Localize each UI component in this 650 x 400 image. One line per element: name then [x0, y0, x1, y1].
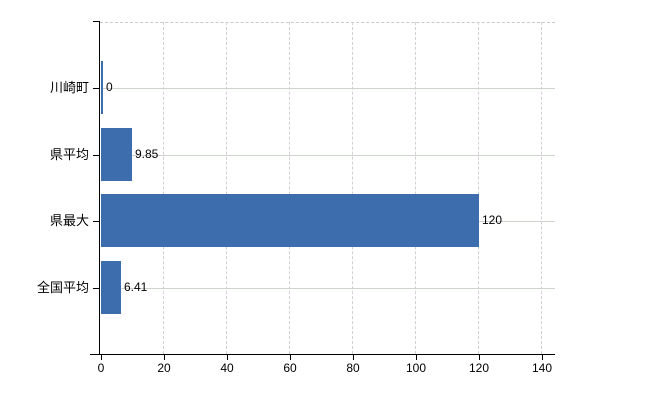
category-label: 県最大	[49, 213, 89, 229]
x-axis-tick	[542, 355, 543, 360]
x-tick-label: 80	[346, 361, 360, 375]
bar	[101, 61, 103, 115]
category-label: 川崎町	[49, 80, 89, 96]
v-gridline	[289, 22, 291, 354]
v-gridline	[163, 22, 165, 354]
y-axis-tick	[93, 154, 100, 156]
value-label: 6.41	[124, 279, 148, 294]
bar	[101, 260, 121, 314]
x-axis-line	[90, 354, 555, 355]
category-label: 全国平均	[36, 279, 89, 295]
bar	[101, 127, 132, 181]
h-gridline	[101, 154, 555, 156]
v-gridline	[541, 22, 543, 354]
x-axis-tick	[290, 355, 291, 360]
x-axis-tick	[227, 355, 228, 360]
category-label: 県平均	[49, 146, 89, 162]
x-tick-label: 0	[97, 361, 105, 375]
v-gridline	[415, 22, 417, 354]
v-gridline	[352, 22, 354, 354]
x-tick-label: 140	[531, 361, 553, 375]
value-label: 0	[106, 80, 113, 95]
h-gridline	[101, 287, 555, 289]
v-gridline	[226, 22, 228, 354]
x-axis-tick	[353, 355, 354, 360]
y-axis-tick	[93, 221, 100, 223]
x-axis-tick	[416, 355, 417, 360]
x-tick-label: 60	[283, 361, 297, 375]
x-tick-label: 100	[405, 361, 427, 375]
value-label: 9.85	[135, 146, 159, 161]
value-label: 120	[482, 213, 503, 228]
y-axis-tick	[93, 88, 100, 90]
x-tick-label: 20	[157, 361, 171, 375]
plot-top-border	[100, 22, 555, 23]
x-tick-label: 120	[468, 361, 490, 375]
x-tick-label: 40	[220, 361, 234, 375]
x-axis-tick	[164, 355, 165, 360]
h-gridline	[101, 88, 555, 90]
bar	[101, 194, 479, 248]
y-axis-line	[99, 21, 100, 355]
x-axis-tick	[101, 355, 102, 360]
v-gridline	[478, 22, 480, 354]
y-axis-tick	[93, 287, 100, 289]
x-axis-tick	[479, 355, 480, 360]
y-axis-top-tick	[93, 21, 100, 22]
